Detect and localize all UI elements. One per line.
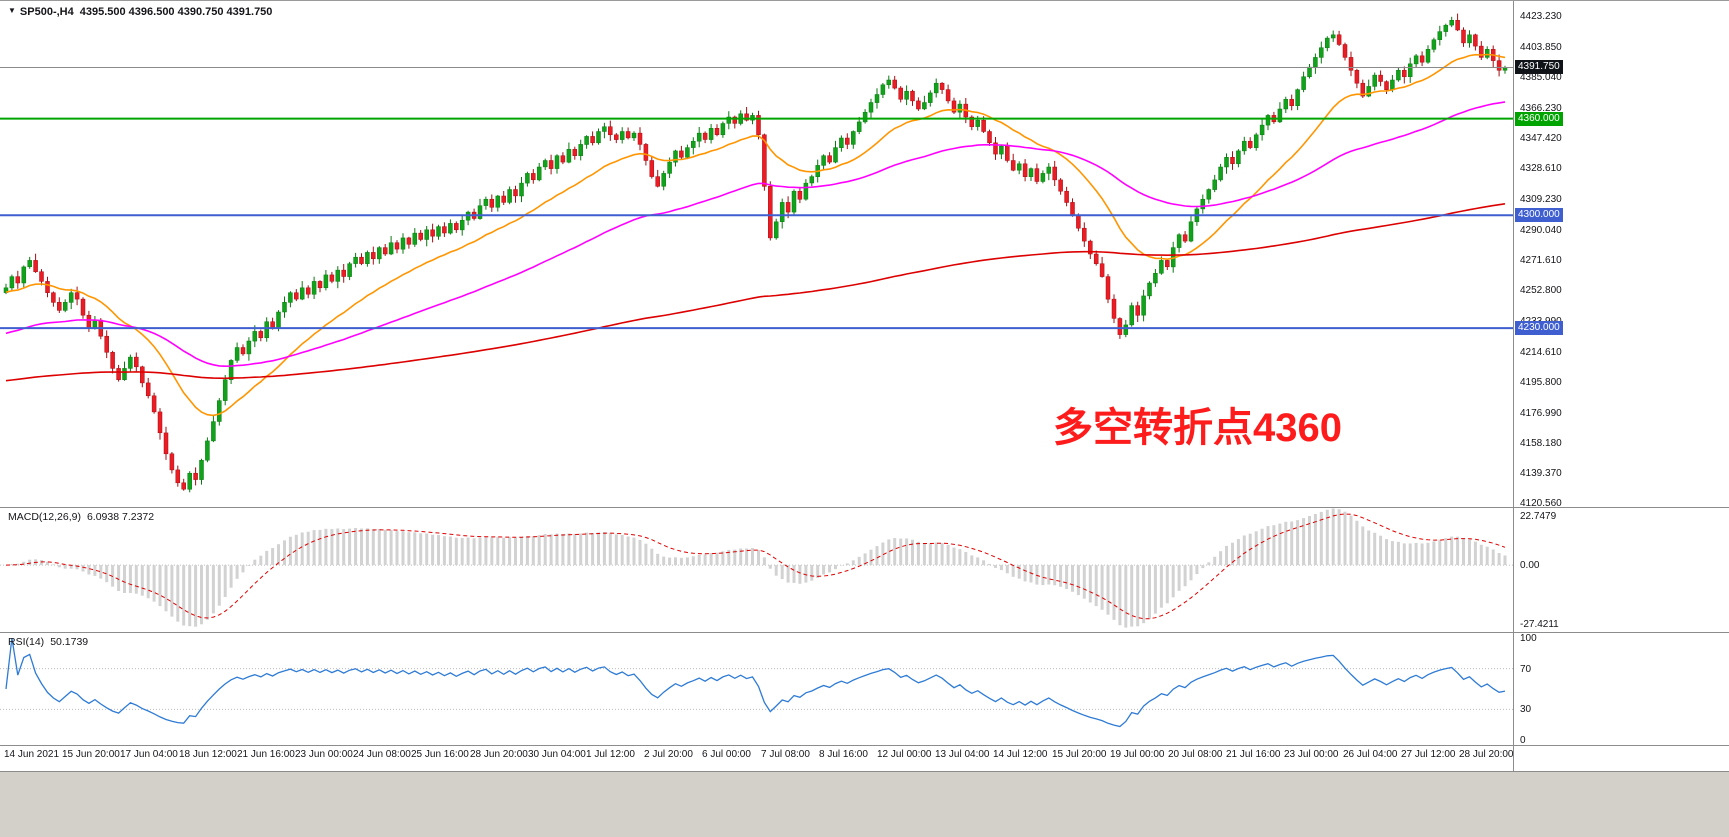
rsi-indicator-pane[interactable]: RSI(14) 50.1739 — [0, 633, 1513, 745]
time-axis-label: 20 Jul 08:00 — [1168, 749, 1223, 760]
rsi-axis-label: 0 — [1520, 735, 1526, 746]
ohlc-values: 4395.500 4396.500 4390.750 4391.750 — [79, 6, 273, 18]
price-axis-label: 4309.230 — [1520, 194, 1562, 205]
window-bottom-strip — [0, 771, 1729, 837]
macd-label: MACD(12,26,9) — [8, 511, 81, 523]
time-axis-label: 26 Jul 04:00 — [1343, 749, 1398, 760]
macd-indicator-pane[interactable]: MACD(12,26,9) 6.0938 7.2372 — [0, 508, 1513, 632]
time-axis-label: 23 Jun 00:00 — [295, 749, 353, 760]
time-axis-label: 14 Jul 12:00 — [993, 749, 1048, 760]
chart-annotation-text: 多空转折点4360 — [1053, 406, 1342, 450]
symbol-dropdown-icon[interactable]: ▼ — [8, 6, 16, 15]
macd-axis-label: 0.00 — [1520, 560, 1540, 571]
time-axis-label: 27 Jul 12:00 — [1401, 749, 1456, 760]
price-axis-label: 4328.610 — [1520, 163, 1562, 174]
time-axis-label: 15 Jun 20:00 — [62, 749, 120, 760]
rsi-pane-label: RSI(14) 50.1739 — [8, 636, 94, 648]
price-axis-label: 4195.800 — [1520, 377, 1562, 388]
time-axis-label: 21 Jun 16:00 — [237, 749, 295, 760]
time-axis-label: 28 Jun 20:00 — [470, 749, 528, 760]
price-axis-label: 4290.040 — [1520, 225, 1562, 236]
time-axis-label: 15 Jul 20:00 — [1052, 749, 1107, 760]
time-axis-label: 23 Jul 00:00 — [1284, 749, 1339, 760]
price-axis-separator — [1513, 1, 1514, 771]
price-axis-label: 4271.610 — [1520, 255, 1562, 266]
rsi-canvas[interactable] — [0, 633, 1513, 745]
chart-header: ▼ SP500-,H4 4395.500 4396.500 4390.750 439… — [8, 6, 278, 18]
time-axis-label: 8 Jul 16:00 — [819, 749, 868, 760]
time-axis-label: 17 Jun 04:00 — [120, 749, 178, 760]
price-axis-label: 4158.180 — [1520, 438, 1562, 449]
pane-separator — [0, 745, 1729, 746]
time-axis-label: 18 Jun 12:00 — [179, 749, 237, 760]
price-axis[interactable]: 4391.750 4423.230 4403.850 4385.040 4366.23… — [1513, 1, 1729, 771]
macd-axis-label: -27.4211 — [1520, 619, 1559, 630]
time-axis-label: 21 Jul 16:00 — [1226, 749, 1281, 760]
price-axis-label: 4366.230 — [1520, 103, 1562, 114]
macd-pane-label: MACD(12,26,9) 6.0938 7.2372 — [8, 511, 160, 523]
symbol-timeframe-label: SP500-,H4 — [19, 6, 74, 18]
time-axis-label: 28 Jul 20:00 — [1459, 749, 1514, 760]
price-axis-label: 4403.850 — [1520, 42, 1562, 53]
time-axis-label: 14 Jun 2021 — [4, 749, 60, 760]
time-axis-label: 1 Jul 12:00 — [586, 749, 635, 760]
time-axis-label: 30 Jun 04:00 — [528, 749, 586, 760]
rsi-axis-label: 100 — [1520, 633, 1537, 644]
rsi-current-value: 50.1739 — [50, 636, 89, 648]
price-axis-label: 4385.040 — [1520, 72, 1562, 83]
price-axis-label: 4139.370 — [1520, 468, 1562, 479]
time-axis-label: 25 Jun 16:00 — [411, 749, 469, 760]
price-level-badge: 4300.000 — [1515, 208, 1563, 222]
pane-separator[interactable] — [0, 507, 1729, 508]
candlestick-chart[interactable] — [0, 1, 1513, 507]
macd-current-values: 6.0938 7.2372 — [86, 511, 155, 523]
rsi-axis-label: 70 — [1520, 664, 1532, 675]
price-axis-label: 4423.230 — [1520, 11, 1562, 22]
price-level-badge: 4360.000 — [1515, 112, 1563, 126]
time-axis-label: 6 Jul 00:00 — [702, 749, 751, 760]
time-axis-label: 13 Jul 04:00 — [935, 749, 990, 760]
price-axis-label: 4347.420 — [1520, 133, 1562, 144]
rsi-label: RSI(14) — [8, 636, 45, 648]
current-price-badge: 4391.750 — [1515, 60, 1563, 74]
price-axis-label: 4176.990 — [1520, 408, 1562, 419]
price-axis-label: 4120.560 — [1520, 498, 1562, 509]
time-axis-label: 19 Jul 00:00 — [1110, 749, 1165, 760]
time-axis-label: 2 Jul 20:00 — [644, 749, 693, 760]
time-axis-label: 24 Jun 08:00 — [353, 749, 411, 760]
price-axis-label: 4252.800 — [1520, 285, 1562, 296]
price-axis-label: 4214.610 — [1520, 347, 1562, 358]
pane-separator[interactable] — [0, 632, 1729, 633]
time-axis-label: 12 Jul 00:00 — [877, 749, 932, 760]
time-axis-label: 7 Jul 08:00 — [761, 749, 810, 760]
macd-axis-label: 22.7479 — [1520, 511, 1557, 522]
rsi-axis-label: 30 — [1520, 704, 1532, 715]
macd-canvas[interactable] — [0, 508, 1513, 632]
time-axis[interactable]: 14 Jun 2021 15 Jun 20:00 17 Jun 04:00 18 Ju… — [0, 746, 1514, 771]
price-level-badge: 4230.000 — [1515, 321, 1563, 335]
